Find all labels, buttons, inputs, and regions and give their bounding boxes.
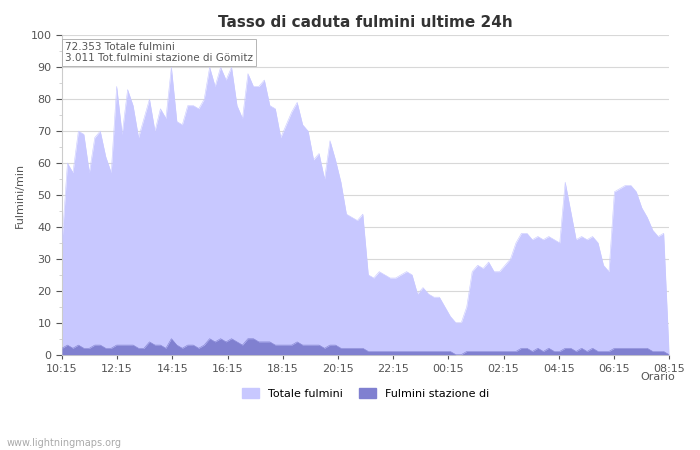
X-axis label: Orario: Orario xyxy=(640,372,676,382)
Title: Tasso di caduta fulmini ultime 24h: Tasso di caduta fulmini ultime 24h xyxy=(218,15,513,30)
Text: 72.353 Totale fulmini
3.011 Tot.fulmini stazione di Gömitz: 72.353 Totale fulmini 3.011 Tot.fulmini … xyxy=(65,42,253,63)
Y-axis label: Fulmini/min: Fulmini/min xyxy=(15,162,25,228)
Legend: Totale fulmini, Fulmini stazione di: Totale fulmini, Fulmini stazione di xyxy=(238,384,494,403)
Text: www.lightningmaps.org: www.lightningmaps.org xyxy=(7,438,122,448)
